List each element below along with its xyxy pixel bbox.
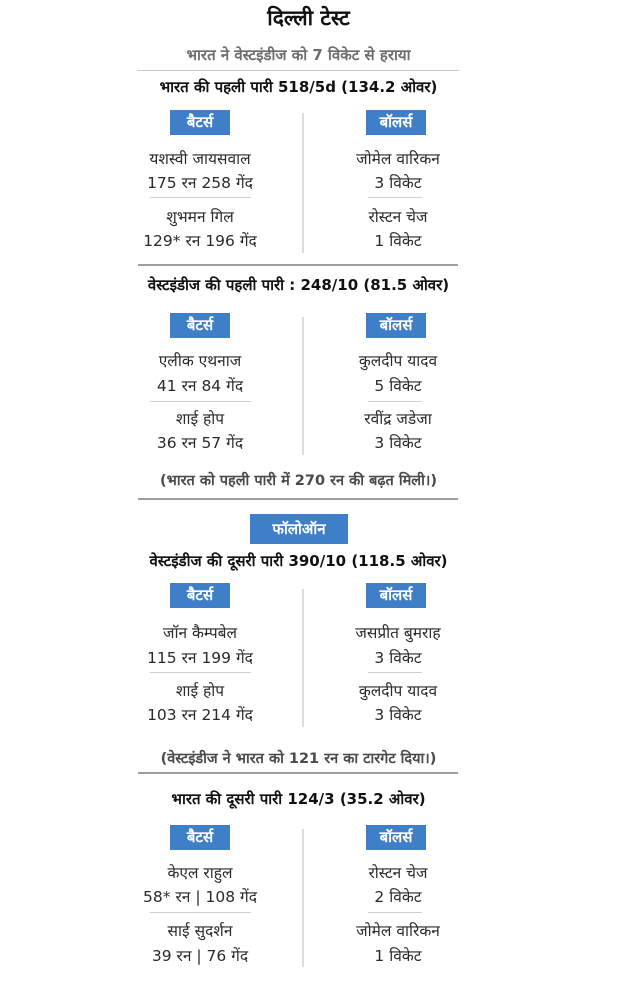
- row-separator: [368, 401, 422, 402]
- divider: [137, 70, 459, 71]
- bowler-name: जोमेल वारिकन: [356, 150, 440, 168]
- page-title: दिल्ली टेस्ट: [267, 6, 350, 30]
- batter-name: यशस्वी जायसवाल: [149, 150, 251, 168]
- row-separator: [150, 672, 251, 673]
- batter-stat: 36 रन 57 गेंद: [156, 434, 244, 452]
- innings-heading: वेस्टइंडीज की पहली पारी : 248/10 (81.5 ओ…: [147, 276, 450, 294]
- innings-heading: वेस्टइंडीज की दूसरी पारी 390/10 (118.5 ओ…: [149, 552, 448, 570]
- batters-badge: बैटर्स: [170, 583, 230, 608]
- bowler-name: रवींद्र जडेजा: [364, 410, 432, 428]
- batter-stat: 175 रन 258 गेंद: [147, 174, 253, 192]
- bowler-stat: 3 विकेट: [374, 649, 422, 667]
- bowler-stat: 3 विकेट: [374, 706, 422, 724]
- batter-name: एलीक एथनाज: [158, 352, 242, 370]
- section-divider: [138, 772, 458, 774]
- bowler-name: रोस्टन चेज: [368, 208, 428, 226]
- bowler-name: जसप्रीत बुमराह: [355, 624, 441, 642]
- column-divider: [302, 113, 304, 253]
- bowler-stat: 2 विकेट: [374, 888, 422, 906]
- bowler-stat: 1 विकेट: [374, 232, 422, 250]
- bowler-stat: 1 विकेट: [374, 947, 422, 965]
- batter-stat: 41 रन 84 गेंद: [156, 377, 244, 395]
- bowler-name: जोमेल वारिकन: [356, 922, 440, 940]
- batter-stat: 115 रन 199 गेंद: [147, 649, 253, 667]
- batters-badge: बैटर्स: [170, 313, 230, 338]
- bowlers-badge: बॉलर्स: [366, 313, 426, 338]
- bowlers-badge: बॉलर्स: [366, 583, 426, 608]
- batters-badge: बैटर्स: [170, 110, 230, 135]
- row-separator: [368, 672, 422, 673]
- batter-name: शाई होप: [175, 682, 225, 700]
- row-separator: [368, 912, 422, 913]
- bowler-name: कुलदीप यादव: [358, 352, 438, 370]
- bowler-name: कुलदीप यादव: [358, 682, 438, 700]
- row-separator: [150, 912, 251, 913]
- row-separator: [150, 401, 251, 402]
- bowler-name: रोस्टन चेज: [368, 864, 428, 882]
- batters-badge: बैटर्स: [170, 825, 230, 850]
- bowler-stat: 3 विकेट: [374, 434, 422, 452]
- batter-name: जॉन कैम्पबेल: [162, 624, 238, 642]
- batter-name: शुभमन गिल: [166, 208, 234, 226]
- target-note: (वेस्टइंडीज ने भारत को 121 रन का टारगेट …: [160, 751, 437, 767]
- followon-badge: फॉलोऑन: [250, 514, 348, 544]
- batter-stat: 39 रन | 76 गेंद: [151, 947, 249, 965]
- match-result: भारत ने वेस्टइंडीज को 7 विकेट से हराया: [186, 46, 411, 64]
- bowlers-badge: बॉलर्स: [366, 110, 426, 135]
- batter-name: शाई होप: [175, 410, 225, 428]
- bowler-stat: 5 विकेट: [374, 377, 422, 395]
- batter-name: साई सुदर्शन: [167, 922, 233, 940]
- row-separator: [368, 197, 422, 198]
- row-separator: [150, 197, 251, 198]
- innings-heading: भारत की पहली पारी 518/5d (134.2 ओवर): [159, 78, 438, 96]
- bowlers-badge: बॉलर्स: [366, 825, 426, 850]
- column-divider: [302, 589, 304, 727]
- column-divider: [302, 317, 304, 455]
- column-divider: [302, 829, 304, 967]
- batter-stat: 129* रन 196 गेंद: [143, 232, 257, 250]
- batter-stat: 103 रन 214 गेंद: [147, 706, 253, 724]
- batter-stat: 58* रन | 108 गेंद: [143, 888, 257, 906]
- bowler-stat: 3 विकेट: [374, 174, 422, 192]
- batter-name: केएल राहुल: [167, 864, 233, 882]
- section-divider: [138, 264, 458, 266]
- lead-note: (भारत को पहली पारी में 270 रन की बढ़त मि…: [160, 473, 437, 489]
- section-divider: [138, 498, 458, 500]
- innings-heading: भारत की दूसरी पारी 124/3 (35.2 ओवर): [171, 790, 426, 808]
